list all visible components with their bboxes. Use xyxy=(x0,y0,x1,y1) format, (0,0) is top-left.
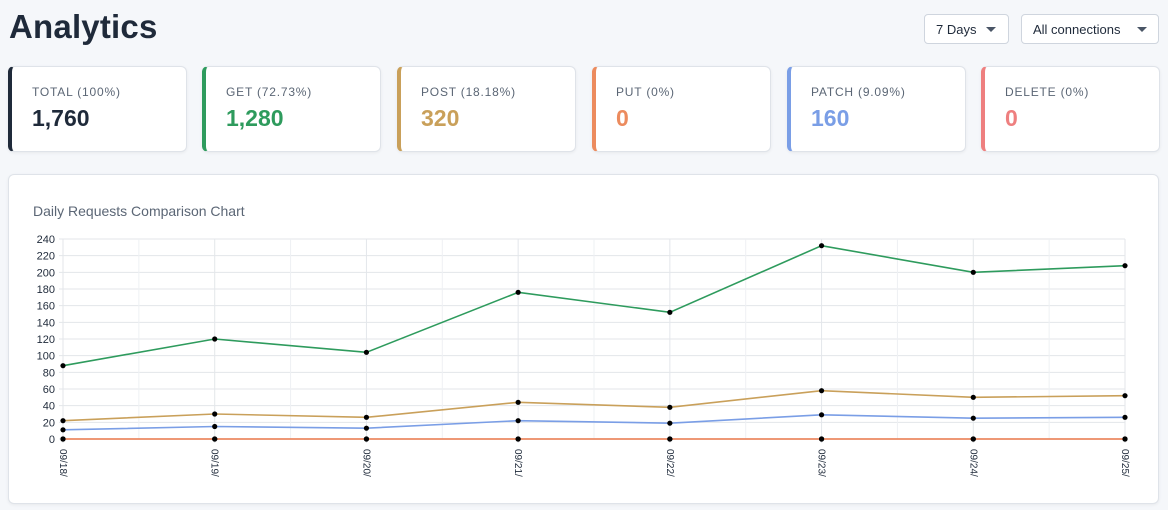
data-point xyxy=(818,412,825,418)
stat-card-label: TOTAL (100%) xyxy=(32,85,121,99)
data-point xyxy=(667,420,673,426)
daily-requests-chart: 0 20 40 60 80 100 120 140 160 180 200 220 240 09/18/0… xyxy=(37,234,1130,477)
series-line xyxy=(62,244,1126,367)
date-range-select[interactable]: 7 Days xyxy=(924,14,1009,44)
x-tick-label: 09/25/ xyxy=(1119,449,1130,477)
data-point xyxy=(818,436,825,442)
stat-card: POST (18.18%) 320 xyxy=(397,66,576,152)
connection-select[interactable]: All connections xyxy=(1021,14,1159,44)
data-point xyxy=(1122,393,1128,399)
stat-card-value: 0 xyxy=(616,105,629,131)
data-point xyxy=(363,436,370,442)
data-point xyxy=(515,289,521,295)
x-tick-label: 09/23/ xyxy=(816,449,827,477)
data-point xyxy=(212,423,218,430)
y-tick-label: 240 xyxy=(37,234,55,246)
date-range-value: 7 Days xyxy=(936,21,977,37)
data-point xyxy=(818,388,825,394)
y-tick-label: 160 xyxy=(37,301,55,313)
stat-card: PUT (0%) 0 xyxy=(592,66,771,152)
data-point xyxy=(212,411,218,417)
stat-card-label: POST (18.18%) xyxy=(421,85,516,99)
stat-card: PATCH (9.09%) 160 xyxy=(787,66,966,152)
y-tick-label: 0 xyxy=(49,434,55,446)
data-point xyxy=(667,404,673,410)
data-point xyxy=(363,425,370,431)
data-point xyxy=(515,399,521,405)
y-tick-label: 60 xyxy=(43,384,55,396)
stat-card: DELETE (0%) 0 xyxy=(981,66,1160,152)
stat-card-label: DELETE (0%) xyxy=(1005,85,1090,99)
data-point xyxy=(970,269,976,275)
data-point xyxy=(818,243,825,249)
data-point xyxy=(667,309,673,315)
series-line xyxy=(62,414,1126,431)
stat-card: TOTAL (100%) 1,760 xyxy=(8,66,187,152)
x-tick-label: 09/20/ xyxy=(360,449,371,477)
y-tick-label: 80 xyxy=(43,367,55,379)
y-tick-label: 140 xyxy=(37,317,55,329)
y-tick-label: 180 xyxy=(37,284,55,296)
data-point xyxy=(60,418,66,424)
data-point xyxy=(60,427,66,433)
stat-card-label: PUT (0%) xyxy=(616,85,675,99)
data-point xyxy=(1122,414,1128,420)
data-point xyxy=(515,418,521,424)
data-point xyxy=(60,436,66,442)
chart-panel: Daily Requests Comparison Chart 0 20 40 60 8… xyxy=(8,174,1159,504)
x-tick-label: 09/22/ xyxy=(664,449,675,477)
data-point xyxy=(970,436,976,442)
x-tick-label: 09/19/ xyxy=(209,449,220,477)
data-point xyxy=(212,436,218,442)
data-point xyxy=(667,436,673,442)
x-tick-label: 09/21/ xyxy=(512,449,523,477)
chevron-down-icon xyxy=(986,26,997,32)
chart-title: Daily Requests Comparison Chart xyxy=(33,203,245,219)
data-point xyxy=(212,336,218,342)
y-tick-label: 100 xyxy=(37,351,55,363)
data-point xyxy=(363,349,370,355)
data-point xyxy=(363,414,370,420)
page-title: Analytics xyxy=(9,8,158,45)
y-tick-label: 120 xyxy=(37,334,55,346)
stat-card-value: 160 xyxy=(811,105,850,131)
stat-card-label: PATCH (9.09%) xyxy=(811,85,906,99)
data-point xyxy=(1122,263,1128,269)
stat-card-value: 1,280 xyxy=(226,105,284,131)
stat-card-value: 320 xyxy=(421,105,460,131)
data-point xyxy=(515,436,521,442)
y-tick-label: 20 xyxy=(43,417,55,429)
x-tick-label: 09/18/ xyxy=(57,449,68,477)
data-point xyxy=(970,394,976,400)
chevron-down-icon xyxy=(1137,26,1147,32)
x-tick-label: 09/24/ xyxy=(967,449,978,477)
stat-card-label: GET (72.73%) xyxy=(226,85,313,99)
data-point xyxy=(970,415,976,421)
series-line xyxy=(62,389,1126,422)
data-point xyxy=(1122,436,1128,442)
stat-card-value: 1,760 xyxy=(32,105,90,131)
y-tick-label: 200 xyxy=(37,267,55,279)
connection-value: All connections xyxy=(1033,21,1121,37)
data-point xyxy=(60,363,66,369)
stat-card-value: 0 xyxy=(1005,105,1018,131)
y-tick-label: 40 xyxy=(43,401,55,413)
y-tick-label: 220 xyxy=(37,251,55,263)
stat-card: GET (72.73%) 1,280 xyxy=(202,66,381,152)
